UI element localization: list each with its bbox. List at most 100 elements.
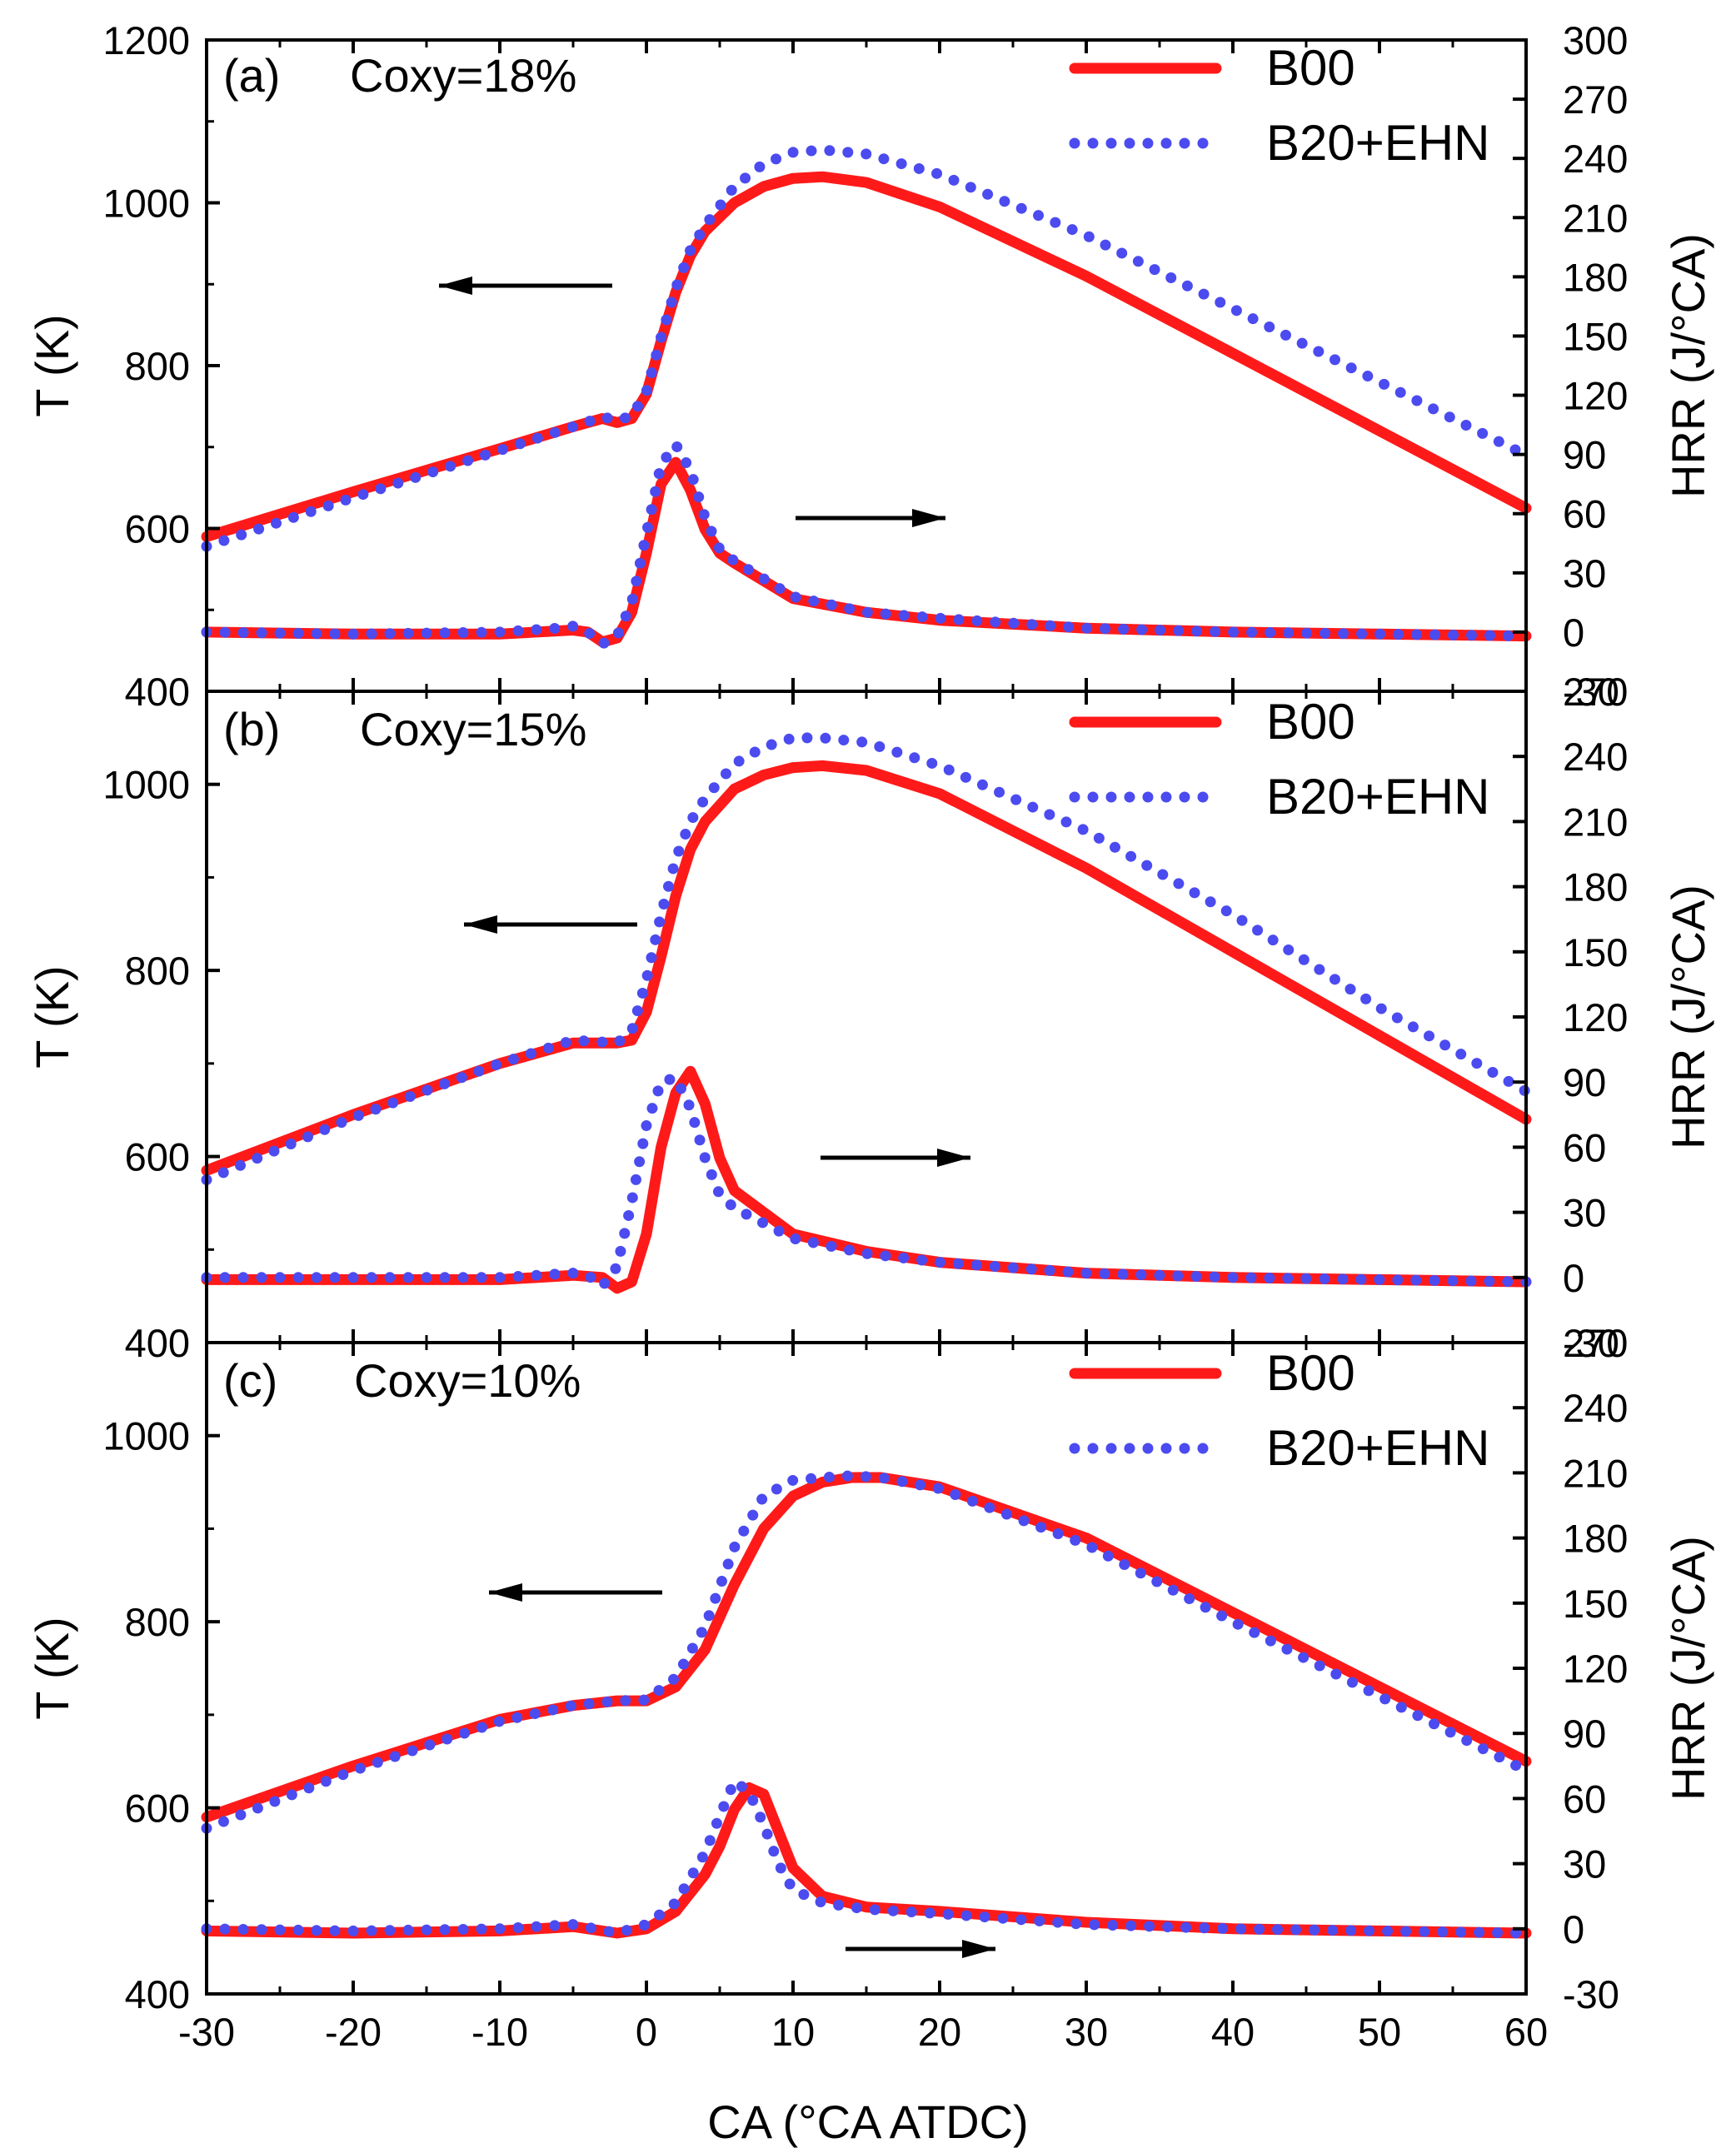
y-right-tick-label: 120 [1563, 374, 1628, 418]
y-right-tick-label: 270 [1563, 1321, 1628, 1365]
arrow-to-left-axis [489, 1583, 662, 1602]
y-right-tick-label: 240 [1563, 137, 1628, 181]
y-right-axis-title: HRR (J/°CA) [1662, 233, 1714, 498]
y-left-tick-label: 600 [125, 507, 190, 551]
y-right-tick-label: 210 [1563, 1451, 1628, 1495]
y-right-tick-label: 150 [1563, 930, 1628, 974]
panel-label: (c) [223, 1354, 277, 1407]
y-right-tick-label: 300 [1563, 18, 1628, 62]
y-left-tick-label: 1000 [102, 763, 190, 807]
y-left-axis-title: T (K) [26, 1617, 78, 1719]
y-left-tick-label: 400 [125, 670, 190, 714]
arrow-head [937, 1149, 970, 1167]
b20-ehn-hrr-line [201, 439, 1532, 650]
arrow-to-right-axis [821, 1149, 970, 1167]
y-right-tick-label: 210 [1563, 800, 1628, 844]
x-tick-label: -20 [325, 2010, 382, 2054]
y-left-axis-title: T (K) [26, 965, 78, 1068]
legend: B00 B20+EHN [1069, 40, 1489, 171]
x-tick-label: 20 [918, 2010, 961, 2054]
b00-hrr-line [201, 1782, 1532, 1939]
y-right-tick-label: 60 [1563, 492, 1606, 536]
legend-label-b00: B00 [1266, 694, 1355, 750]
y-right-tick-label: 240 [1563, 1386, 1628, 1430]
y-right-axis-title: HRR (J/°CA) [1662, 1536, 1714, 1801]
y-right-tick-label: 90 [1563, 433, 1606, 477]
legend: B00 B20+EHN [1069, 694, 1489, 825]
panel-condition-label: Coxy=18% [350, 49, 576, 102]
y-left-tick-label: 800 [125, 949, 190, 993]
chart-panel-a: 400 600 800 1000 1200 -30 0 30 60 90 120 150 180 210 2… [26, 18, 1714, 714]
panel-condition-label: Coxy=15% [360, 703, 586, 755]
y-right-tick-label: 150 [1563, 1582, 1628, 1626]
y-right-tick-label: 180 [1563, 255, 1628, 299]
arrow-to-right-axis [796, 509, 945, 527]
x-tick-label: 60 [1504, 2010, 1548, 2054]
y-right-tick-label: 120 [1563, 995, 1628, 1039]
y-left-tick-label: 400 [125, 1321, 190, 1365]
y-right-tick-label: 210 [1563, 196, 1628, 240]
y-right-tick-label: 60 [1563, 1777, 1606, 1821]
b20-ehn-hrr-line [201, 1072, 1532, 1292]
arrow-to-left-axis [464, 915, 637, 934]
arrow-to-right-axis [846, 1940, 995, 1958]
y-right-tick-label: 30 [1563, 551, 1606, 596]
b20-ehn-hrr-line [201, 1776, 1532, 1939]
legend-label-b20-ehn: B20+EHN [1266, 769, 1489, 825]
y-left-tick-label: 400 [125, 1972, 190, 2016]
y-right-tick-label: -30 [1563, 1972, 1619, 2016]
y-left-tick-label: 800 [125, 344, 190, 388]
y-right-tick-label: 30 [1563, 1842, 1606, 1886]
panel-label: (b) [223, 703, 280, 755]
y-right-tick-label: 180 [1563, 1517, 1628, 1561]
y-right-tick-label: 0 [1563, 1907, 1584, 1951]
panel-label: (a) [223, 49, 280, 102]
y-right-tick-label: 270 [1563, 670, 1628, 714]
x-tick-label: 0 [636, 2010, 657, 2054]
y-right-tick-label: 0 [1563, 611, 1584, 655]
arrow-head [464, 915, 497, 934]
b20-ehn-temperature-line [201, 144, 1532, 552]
b00-temperature-line [201, 171, 1532, 542]
y-left-tick-label: 600 [125, 1135, 190, 1179]
x-tick-label: 50 [1358, 2010, 1401, 2054]
y-right-tick-label: 90 [1563, 1060, 1606, 1104]
y-left-axis-title: T (K) [26, 314, 78, 416]
x-tick-label: 30 [1065, 2010, 1108, 2054]
panel-condition-label: Coxy=10% [354, 1354, 581, 1407]
y-right-tick-label: 180 [1563, 865, 1628, 910]
y-right-tick-label: -30 [1563, 1321, 1619, 1365]
arrow-to-left-axis [439, 277, 612, 295]
y-left-tick-label: 800 [125, 1600, 190, 1644]
legend: B00 B20+EHN [1069, 1345, 1489, 1476]
arrow-head [962, 1940, 995, 1958]
legend-label-b00: B00 [1266, 40, 1355, 96]
chart-panel-c: -30 -20 -10 0 10 20 30 40 50 60 400 600 800 1000 -30 0 3… [26, 1321, 1714, 2054]
b20-ehn-temperature-line [201, 732, 1532, 1185]
y-left-tick-label: 1000 [102, 1414, 190, 1458]
b20-ehn-temperature-line [201, 1470, 1532, 1834]
y-right-tick-label: 0 [1563, 1256, 1584, 1300]
x-tick-label: 10 [771, 2010, 815, 2054]
chart-panel-b: 400 600 800 1000 -30 0 30 60 90 120 150 180 210 240 27… [26, 670, 1714, 1365]
b00-temperature-line [201, 760, 1532, 1176]
x-tick-label: 40 [1211, 2010, 1255, 2054]
y-left-tick-label: 1200 [102, 18, 190, 62]
b00-temperature-line [201, 1472, 1532, 1823]
y-right-tick-label: 60 [1563, 1125, 1606, 1169]
b00-hrr-line [201, 456, 1532, 648]
x-tick-label: -10 [471, 2010, 528, 2054]
legend-label-b20-ehn: B20+EHN [1266, 1420, 1489, 1476]
x-axis-title: CA (°CA ATDC) [707, 2096, 1028, 2148]
y-left-tick-label: 1000 [102, 182, 190, 226]
y-right-tick-label: 150 [1563, 314, 1628, 358]
y-left-tick-label: 600 [125, 1787, 190, 1831]
legend-label-b00: B00 [1266, 1345, 1355, 1401]
panels: 40060080010001200-3003060901201501802102… [26, 18, 1714, 2054]
y-right-tick-label: 240 [1563, 735, 1628, 779]
y-right-tick-label: 30 [1563, 1191, 1606, 1235]
y-right-tick-label: -30 [1563, 670, 1619, 714]
legend-label-b20-ehn: B20+EHN [1266, 115, 1489, 171]
y-right-tick-label: 270 [1563, 77, 1628, 122]
